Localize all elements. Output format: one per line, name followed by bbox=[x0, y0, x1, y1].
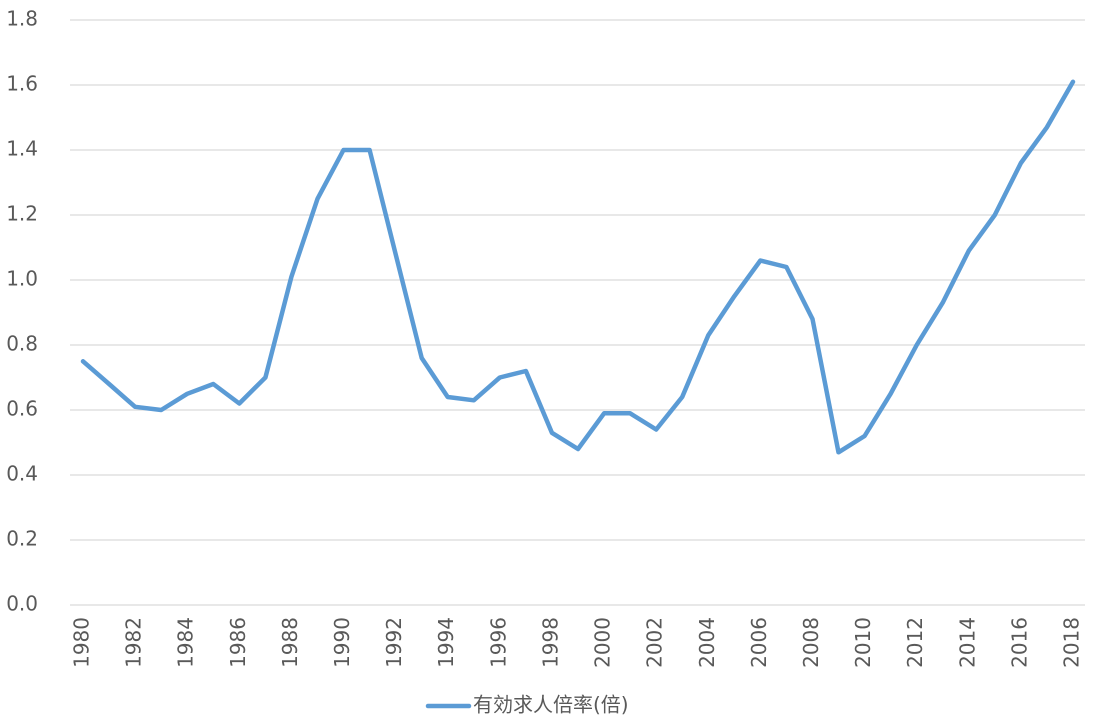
x-tick-label: 1992 bbox=[382, 617, 406, 668]
y-tick-label: 0.0 bbox=[6, 592, 38, 616]
x-tick-label: 1980 bbox=[70, 617, 94, 668]
x-tick-label: 2012 bbox=[903, 617, 927, 668]
x-axis-tick-labels: 1980 1982 1984 1986 1988 1990 1992 1994 1996 1998… bbox=[70, 617, 1084, 668]
x-tick-label: 1996 bbox=[486, 617, 510, 668]
series-line-0 bbox=[80, 79, 1076, 455]
x-tick-label: 1990 bbox=[330, 617, 354, 668]
y-tick-label: 0.2 bbox=[6, 527, 38, 551]
legend: 有効求人倍率(倍) bbox=[425, 693, 629, 717]
x-tick-label: 1994 bbox=[434, 617, 458, 668]
y-axis-tick-labels: 0.0 0.2 0.4 0.6 0.8 1.0 1.2 1.4 1.6 1.8 bbox=[6, 7, 38, 616]
x-tick-label: 2016 bbox=[1007, 617, 1031, 668]
x-tick-label: 2018 bbox=[1060, 617, 1084, 668]
y-tick-label: 1.2 bbox=[6, 202, 38, 226]
x-tick-label: 1982 bbox=[122, 617, 146, 668]
y-tick-label: 0.6 bbox=[6, 397, 38, 421]
series-lines bbox=[80, 79, 1076, 455]
x-tick-label: 2006 bbox=[747, 617, 771, 668]
legend-label: 有効求人倍率(倍) bbox=[473, 693, 629, 717]
y-tick-label: 0.8 bbox=[6, 332, 38, 356]
y-tick-label: 0.4 bbox=[6, 462, 38, 486]
x-tick-label: 2008 bbox=[799, 617, 823, 668]
gridlines bbox=[70, 19, 1085, 606]
x-tick-label: 2014 bbox=[955, 617, 979, 668]
y-tick-label: 1.4 bbox=[6, 137, 38, 161]
x-tick-label: 2004 bbox=[695, 617, 719, 668]
x-tick-label: 1998 bbox=[538, 617, 562, 668]
x-tick-label: 2000 bbox=[591, 617, 615, 668]
x-tick-label: 1986 bbox=[226, 617, 250, 668]
x-tick-label: 1988 bbox=[278, 617, 302, 668]
x-tick-label: 2002 bbox=[643, 617, 667, 668]
x-tick-label: 2010 bbox=[851, 617, 875, 668]
x-tick-label: 1984 bbox=[174, 617, 198, 668]
y-tick-label: 1.0 bbox=[6, 267, 38, 291]
y-tick-label: 1.6 bbox=[6, 72, 38, 96]
y-tick-label: 1.8 bbox=[6, 7, 38, 31]
